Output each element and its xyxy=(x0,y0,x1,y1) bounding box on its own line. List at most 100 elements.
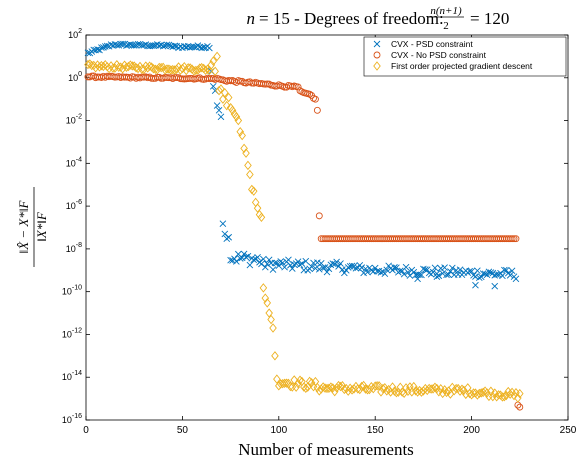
data-point xyxy=(192,65,200,76)
data-point xyxy=(161,65,169,75)
data-point xyxy=(344,264,352,271)
data-point xyxy=(200,44,207,51)
data-point xyxy=(335,263,342,270)
data-point xyxy=(305,376,314,387)
data-point xyxy=(296,261,304,269)
data-point xyxy=(323,383,331,394)
data-point xyxy=(404,269,412,276)
x-tick-label: 0 xyxy=(83,425,89,436)
data-point xyxy=(477,388,486,398)
svg-text:n(n+1): n(n+1) xyxy=(430,5,462,17)
data-point xyxy=(84,49,92,57)
data-point xyxy=(483,388,491,398)
data-point xyxy=(261,293,270,303)
data-point xyxy=(373,267,381,275)
data-point xyxy=(381,270,389,278)
data-point xyxy=(127,41,134,48)
data-point xyxy=(423,266,431,273)
data-point xyxy=(315,386,324,396)
data-point xyxy=(498,392,507,402)
data-point xyxy=(140,64,148,75)
data-point xyxy=(492,392,501,402)
data-point xyxy=(411,386,420,396)
data-point xyxy=(485,268,493,276)
data-point xyxy=(86,59,94,69)
svg-text:‖X*‖F: ‖X*‖F xyxy=(34,211,49,242)
legend-label: CVX - No PSD constraint xyxy=(391,50,487,60)
data-marks xyxy=(84,40,524,411)
data-point xyxy=(354,384,362,394)
x-tick-label: 150 xyxy=(367,425,384,436)
data-point xyxy=(416,271,423,279)
data-point xyxy=(294,378,302,389)
data-point xyxy=(171,42,179,50)
data-point xyxy=(253,203,262,213)
data-point xyxy=(452,383,460,394)
data-point xyxy=(508,267,516,275)
data-point xyxy=(398,387,406,397)
data-point xyxy=(402,383,410,393)
data-point xyxy=(263,298,272,308)
data-point xyxy=(479,270,487,277)
data-point xyxy=(290,261,298,268)
data-point xyxy=(265,308,273,318)
y-tick-label: 10-6 xyxy=(66,199,82,211)
data-point xyxy=(306,90,314,98)
data-point xyxy=(271,259,279,267)
data-point xyxy=(271,351,279,361)
data-point xyxy=(483,271,491,279)
data-point xyxy=(157,62,165,73)
svg-text:2: 2 xyxy=(443,20,449,32)
data-point xyxy=(493,271,500,278)
data-point xyxy=(441,264,448,271)
data-point xyxy=(249,186,258,196)
data-point xyxy=(368,266,375,274)
data-point xyxy=(338,380,347,391)
data-point xyxy=(163,41,171,49)
data-point xyxy=(215,85,223,96)
data-point xyxy=(260,255,267,263)
data-point xyxy=(186,63,194,73)
data-point xyxy=(383,266,391,274)
data-point xyxy=(275,381,283,391)
x-tick-label: 100 xyxy=(270,425,287,436)
data-point xyxy=(290,375,299,385)
data-point xyxy=(184,42,192,50)
data-point xyxy=(265,256,273,264)
data-point xyxy=(450,385,459,396)
chart-title: n = 15 - Degrees of freedom: n(n+1) 2 = … xyxy=(247,5,510,32)
data-point xyxy=(393,264,400,272)
data-point xyxy=(391,264,398,271)
series-o xyxy=(84,72,524,411)
data-point xyxy=(209,82,217,90)
data-point xyxy=(224,92,233,103)
data-point xyxy=(284,378,293,389)
series-x xyxy=(84,40,520,290)
data-point xyxy=(259,283,268,293)
data-point xyxy=(462,389,470,400)
data-point xyxy=(352,264,360,272)
x-tick-label: 200 xyxy=(463,425,480,436)
data-point xyxy=(136,40,144,48)
data-point xyxy=(344,386,352,396)
data-point xyxy=(238,130,246,141)
data-point xyxy=(359,380,368,391)
data-point xyxy=(433,273,441,281)
data-point xyxy=(114,62,123,72)
legend-marker xyxy=(373,51,381,59)
data-point xyxy=(103,42,111,50)
data-point xyxy=(91,63,100,73)
data-point xyxy=(225,233,232,241)
data-point xyxy=(502,390,511,401)
data-point xyxy=(336,381,345,392)
data-point xyxy=(373,381,381,391)
data-point xyxy=(469,388,478,398)
y-tick-label: 10-14 xyxy=(62,370,82,382)
data-point xyxy=(355,384,364,395)
data-point xyxy=(273,374,281,384)
data-point xyxy=(217,84,225,94)
data-point xyxy=(296,87,304,95)
series-diamond xyxy=(84,51,524,403)
data-point xyxy=(209,56,218,66)
